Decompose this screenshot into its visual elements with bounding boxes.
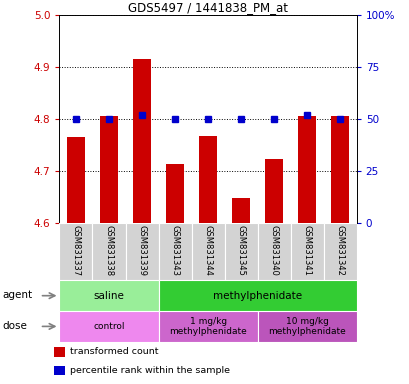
Bar [264, 159, 283, 223]
Bar [323, 223, 356, 280]
Bar [166, 164, 184, 223]
Bar [290, 223, 323, 280]
Text: GSM831345: GSM831345 [236, 225, 245, 276]
Bar [54, 347, 65, 356]
Text: methylphenidate: methylphenidate [213, 291, 301, 301]
Bar [158, 223, 191, 280]
Title: GDS5497 / 1441838_PM_at: GDS5497 / 1441838_PM_at [128, 1, 288, 14]
Bar [224, 223, 257, 280]
Bar [297, 116, 315, 223]
Text: GSM831343: GSM831343 [170, 225, 179, 276]
Bar [54, 366, 65, 375]
Bar [125, 223, 158, 280]
Text: 10 mg/kg
methylphenidate: 10 mg/kg methylphenidate [267, 317, 345, 336]
Text: 1 mg/kg
methylphenidate: 1 mg/kg methylphenidate [169, 317, 246, 336]
Bar [158, 311, 257, 342]
Bar [59, 311, 158, 342]
Text: saline: saline [93, 291, 124, 301]
Text: GSM831340: GSM831340 [269, 225, 278, 276]
Bar [257, 311, 356, 342]
Bar [198, 136, 217, 223]
Text: GSM831341: GSM831341 [302, 225, 311, 276]
Text: dose: dose [2, 321, 27, 331]
Bar [133, 60, 151, 223]
Text: GSM831342: GSM831342 [335, 225, 344, 276]
Text: GSM831339: GSM831339 [137, 225, 146, 276]
Text: transformed count: transformed count [70, 348, 158, 356]
Text: GSM831337: GSM831337 [71, 225, 80, 276]
Text: control: control [93, 322, 124, 331]
Bar [330, 116, 348, 223]
Bar [92, 223, 125, 280]
Bar [59, 280, 158, 311]
Bar [257, 223, 290, 280]
Text: agent: agent [2, 290, 32, 300]
Bar [158, 280, 356, 311]
Text: GSM831344: GSM831344 [203, 225, 212, 276]
Bar [191, 223, 224, 280]
Bar [67, 137, 85, 223]
Bar [100, 116, 118, 223]
Text: percentile rank within the sample: percentile rank within the sample [70, 366, 229, 375]
Bar [231, 199, 249, 223]
Text: GSM831338: GSM831338 [104, 225, 113, 276]
Bar [59, 223, 92, 280]
